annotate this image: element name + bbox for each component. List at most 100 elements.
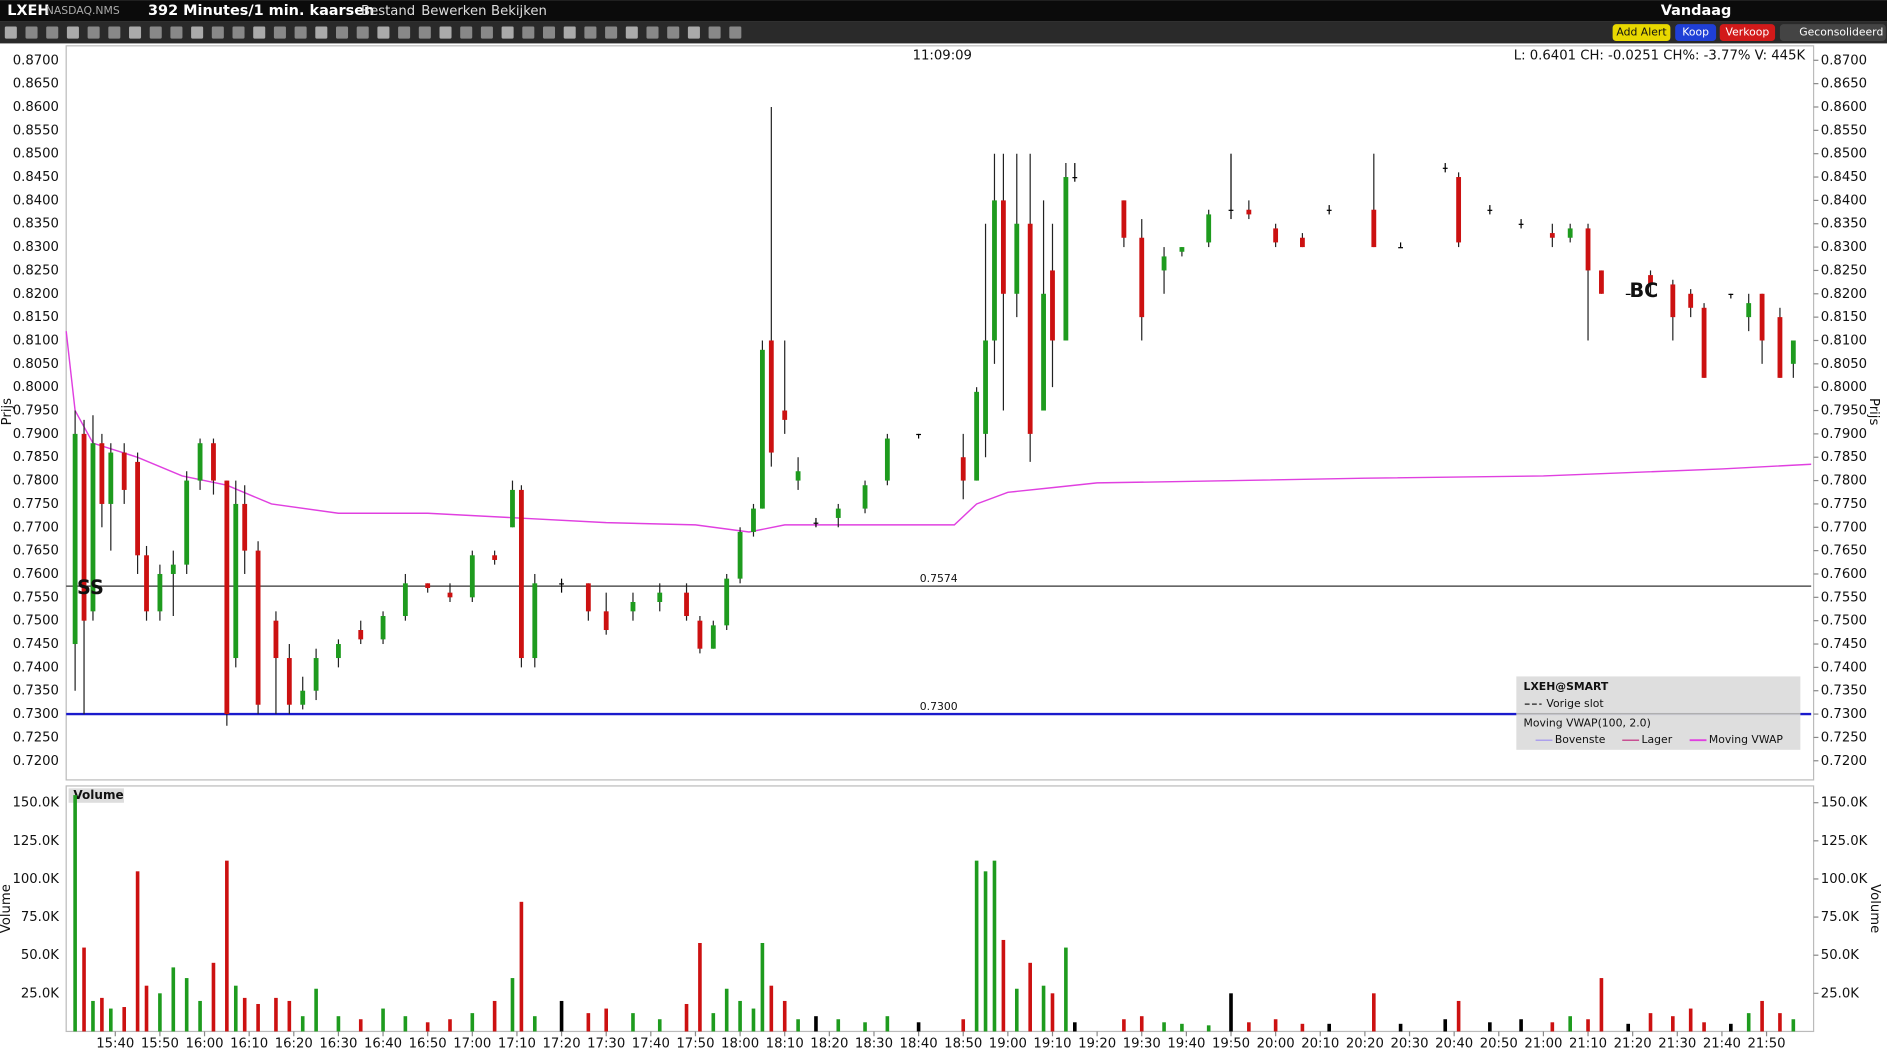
y-tick-label: 0.7300 bbox=[13, 707, 59, 722]
volume-bar bbox=[510, 978, 515, 1032]
level-label: 0.7574 bbox=[920, 572, 958, 585]
y-tick-label: 25.0K bbox=[1821, 986, 1859, 1001]
volume-bar bbox=[604, 1008, 609, 1032]
candle-body bbox=[684, 592, 689, 617]
candle-body bbox=[358, 630, 364, 640]
tool-icon bbox=[294, 26, 307, 39]
y-tick-label: 0.8200 bbox=[13, 287, 59, 302]
y-tick-label: 0.7350 bbox=[1821, 684, 1867, 699]
y-tick-label: 0.7450 bbox=[13, 637, 59, 652]
volume-bar bbox=[1746, 1013, 1751, 1032]
y-tick-label: 125.0K bbox=[12, 834, 59, 849]
volume-tag bbox=[68, 788, 124, 803]
y-tick-label: 0.7250 bbox=[1821, 730, 1867, 745]
volume-bar bbox=[300, 1016, 305, 1032]
volume-bar bbox=[796, 1019, 800, 1032]
volume-bar bbox=[1122, 1019, 1126, 1032]
tool-icon bbox=[646, 26, 659, 39]
annotation: BC bbox=[1629, 279, 1658, 302]
y-tick-label: 0.7450 bbox=[1821, 637, 1867, 652]
period[interactable]: 392 Minutes/1 min. kaarsen bbox=[148, 3, 374, 19]
range[interactable]: Vandaag bbox=[1661, 3, 1732, 19]
x-tick-label: 18:30 bbox=[855, 1036, 893, 1051]
tool-icon bbox=[501, 26, 514, 39]
x-tick-label: 17:10 bbox=[498, 1036, 536, 1051]
volume-axis-label: Volume bbox=[1867, 884, 1882, 933]
volume-bar bbox=[1791, 1019, 1796, 1032]
candle-body bbox=[1027, 223, 1033, 434]
y-tick-label: 100.0K bbox=[12, 872, 59, 887]
x-tick-label: 16:20 bbox=[275, 1036, 313, 1051]
menu[interactable]: Bestand bbox=[361, 4, 415, 19]
y-tick-label: 0.7400 bbox=[13, 660, 59, 675]
tool-icon bbox=[377, 26, 390, 39]
candle-body bbox=[751, 508, 756, 532]
x-tick-label: 19:20 bbox=[1078, 1036, 1116, 1051]
y-tick-label: 0.7950 bbox=[13, 404, 59, 419]
y-tick-label: 0.8600 bbox=[1821, 100, 1867, 115]
candle-body bbox=[1518, 223, 1524, 225]
candle-body bbox=[737, 531, 743, 579]
candle-body bbox=[510, 489, 515, 528]
tool-icon bbox=[191, 26, 204, 39]
candle-body bbox=[313, 658, 319, 691]
candle-body bbox=[1442, 167, 1448, 169]
candle-body bbox=[1599, 270, 1604, 294]
volume-bar bbox=[1671, 1016, 1675, 1032]
y-tick-label: 0.8400 bbox=[1821, 193, 1867, 208]
volume-bar bbox=[184, 978, 189, 1032]
volume-bar bbox=[782, 1000, 787, 1032]
candle-body bbox=[1063, 177, 1069, 341]
symbol[interactable]: LXEH bbox=[7, 3, 49, 19]
y-tick-label: 0.7850 bbox=[1821, 450, 1867, 465]
candle-body bbox=[657, 592, 663, 602]
legend-item: Lager bbox=[1641, 733, 1672, 746]
y-tick-label: 0.8500 bbox=[1821, 147, 1867, 162]
y-tick-label: 0.7200 bbox=[1821, 754, 1867, 769]
volume-bar bbox=[1206, 1025, 1211, 1032]
volume-bar bbox=[403, 1016, 408, 1032]
y-tick-label: 0.7700 bbox=[1821, 520, 1867, 535]
candle-body bbox=[242, 503, 248, 551]
y-tick-label: 0.8050 bbox=[1821, 357, 1867, 372]
tool-icon bbox=[605, 26, 618, 39]
volume-bar bbox=[122, 1007, 127, 1032]
volume-bar bbox=[1488, 1022, 1492, 1032]
volume-bar bbox=[1702, 1022, 1706, 1032]
tool-icon bbox=[398, 26, 411, 39]
menu[interactable]: Bewerken bbox=[421, 4, 486, 19]
candle-body bbox=[1585, 228, 1591, 271]
tool-icon bbox=[418, 26, 431, 39]
tool-icon bbox=[542, 26, 556, 39]
volume-bar bbox=[91, 1000, 95, 1032]
buy-button[interactable] bbox=[1675, 24, 1717, 42]
candle-body bbox=[759, 349, 765, 509]
volume-bar bbox=[1648, 1013, 1653, 1032]
volume-bar bbox=[1372, 993, 1376, 1032]
volume-bar bbox=[559, 1000, 564, 1032]
candle-body bbox=[1759, 293, 1765, 341]
x-tick-label: 18:50 bbox=[944, 1036, 982, 1051]
volume-bar bbox=[1229, 993, 1233, 1032]
tool-icon bbox=[687, 26, 700, 39]
consolidated-button[interactable] bbox=[1779, 24, 1886, 42]
y-tick-label: 0.8650 bbox=[1821, 77, 1867, 92]
x-tick-label: 20:10 bbox=[1301, 1036, 1339, 1051]
menu[interactable]: Bekijken bbox=[491, 4, 547, 19]
volume-bar bbox=[885, 1016, 890, 1032]
candle-body bbox=[1728, 293, 1734, 295]
y-tick-label: 0.8700 bbox=[13, 53, 59, 68]
tool-icon bbox=[108, 26, 121, 39]
tool-icon bbox=[522, 26, 535, 39]
y-tick-label: 125.0K bbox=[1821, 834, 1868, 849]
alert-button[interactable] bbox=[1612, 24, 1671, 42]
candle-body bbox=[1000, 200, 1006, 294]
y-tick-label: 100.0K bbox=[1821, 872, 1868, 887]
sell-button[interactable] bbox=[1719, 24, 1776, 42]
y-tick-label: 0.7350 bbox=[13, 684, 59, 699]
tool-icon bbox=[4, 26, 17, 39]
tool-icon bbox=[667, 26, 680, 39]
volume-bar bbox=[109, 1008, 113, 1032]
volume-bar bbox=[1586, 1019, 1590, 1032]
volume-bar bbox=[1519, 1019, 1523, 1032]
